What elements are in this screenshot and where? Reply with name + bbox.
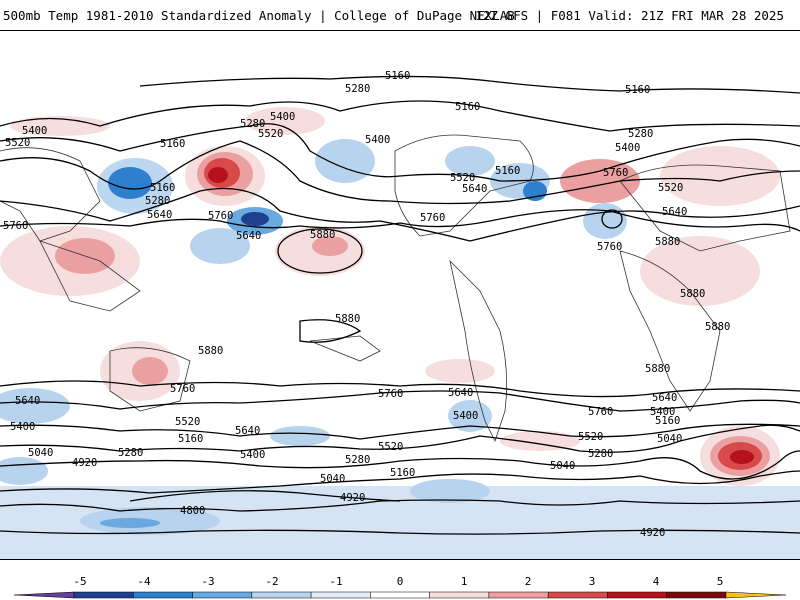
contour-label: 4920 bbox=[640, 527, 665, 539]
colorbar-tick-label: 2 bbox=[525, 575, 532, 588]
colorbar-tick-label: -1 bbox=[329, 575, 342, 588]
colorbar-tick-label: 0 bbox=[397, 575, 404, 588]
contour-label: 5400 bbox=[22, 125, 47, 137]
contour-label: 5760 bbox=[378, 388, 403, 400]
contour-label: 5160 bbox=[455, 101, 480, 113]
header: 500mb Temp 1981-2010 Standardized Anomal… bbox=[0, 0, 800, 30]
contour-label: 5400 bbox=[453, 410, 478, 422]
colorbar-tick-label: 4 bbox=[653, 575, 660, 588]
contour-label: 4920 bbox=[72, 457, 97, 469]
colorbar-swatch bbox=[13, 591, 75, 599]
contour-label: 5400 bbox=[650, 406, 675, 418]
colorbar-swatch bbox=[310, 591, 371, 599]
contour-label: 5520 bbox=[658, 182, 683, 194]
contour-label: 5280 bbox=[145, 195, 170, 207]
colorbar-tick-label: -2 bbox=[265, 575, 278, 588]
contour-label: 5640 bbox=[652, 392, 677, 404]
contour-label: 5520 bbox=[5, 137, 30, 149]
contour-label: 5520 bbox=[578, 431, 603, 443]
contour-label: 5280 bbox=[628, 128, 653, 140]
contour-label: 4800 bbox=[180, 505, 205, 517]
contour-label: 5880 bbox=[310, 229, 335, 241]
contour-label: 5760 bbox=[170, 383, 195, 395]
colorbar-swatch bbox=[666, 591, 727, 599]
contour-label: 5880 bbox=[645, 363, 670, 375]
contour-label: 5760 bbox=[208, 210, 233, 222]
colorbar-tick-label: -5 bbox=[73, 575, 86, 588]
contour-label: 5400 bbox=[10, 421, 35, 433]
colorbar-swatch bbox=[547, 591, 608, 599]
contour-label: 5640 bbox=[15, 395, 40, 407]
colorbar-swatch bbox=[488, 591, 549, 599]
height-contours bbox=[0, 75, 800, 535]
colorbar-svg: -5 -4 -3 -2 -1 0 1 2 3 4 5 bbox=[13, 575, 787, 599]
map-title: 500mb Temp 1981-2010 Standardized Anomal… bbox=[3, 8, 515, 23]
colorbar: -5 -4 -3 -2 -1 0 1 2 3 4 5 bbox=[0, 570, 800, 600]
colorbar-tick-label: -3 bbox=[201, 575, 214, 588]
contour-label: 5040 bbox=[320, 473, 345, 485]
contour-label: 5160 bbox=[160, 138, 185, 150]
colorbar-tick-label: -4 bbox=[137, 575, 151, 588]
contour-label: 5640 bbox=[147, 209, 172, 221]
contour-label: 5160 bbox=[655, 415, 680, 427]
contour-label: 5280 bbox=[588, 448, 613, 460]
contour-label: 5760 bbox=[603, 167, 628, 179]
contour-label: 5760 bbox=[588, 406, 613, 418]
colorbar-swatch bbox=[370, 591, 430, 599]
colorbar-swatch bbox=[429, 591, 490, 599]
contour-label: 5640 bbox=[448, 387, 473, 399]
contour-label: 5640 bbox=[462, 183, 487, 195]
contour-label: 5880 bbox=[198, 345, 223, 357]
colorbar-swatch bbox=[73, 591, 134, 599]
contour-label: 5160 bbox=[150, 182, 175, 194]
colorbar-tick-label: 5 bbox=[717, 575, 724, 588]
colorbar-swatch bbox=[192, 591, 253, 599]
contour-label: 5880 bbox=[335, 313, 360, 325]
contour-label: 5160 bbox=[625, 84, 650, 96]
contour-label: 5280 bbox=[118, 447, 143, 459]
contour-label: 5160 bbox=[495, 165, 520, 177]
contour-label: 5640 bbox=[235, 425, 260, 437]
contour-label: 5160 bbox=[390, 467, 415, 479]
contour-label: 5160 bbox=[385, 70, 410, 82]
contour-label: 5520 bbox=[450, 172, 475, 184]
colorbar-swatch bbox=[607, 591, 667, 599]
contour-label: 5400 bbox=[240, 449, 265, 461]
contour-label: 5040 bbox=[28, 447, 53, 459]
map-panel[interactable]: 5160 5160 5160 5160 5160 5160 5160 5160 … bbox=[0, 30, 800, 560]
contour-label: 5880 bbox=[705, 321, 730, 333]
contour-label: 5520 bbox=[175, 416, 200, 428]
contour-label: 5160 bbox=[178, 433, 203, 445]
colorbar-ticks: -5 -4 -3 -2 -1 0 1 2 3 4 5 bbox=[73, 575, 723, 588]
contour-label: 5760 bbox=[3, 220, 28, 232]
colorbar-tick-label: 1 bbox=[461, 575, 468, 588]
contour-label: 4920 bbox=[340, 492, 365, 504]
colorbar-swatch bbox=[251, 591, 312, 599]
colorbar-swatches bbox=[13, 591, 787, 599]
contour-label: 5520 bbox=[378, 441, 403, 453]
colorbar-swatch bbox=[725, 591, 787, 599]
contour-label: 5400 bbox=[270, 111, 295, 123]
contour-label: 5280 bbox=[240, 118, 265, 130]
warm-anomalies bbox=[0, 107, 780, 486]
contour-label: 5640 bbox=[662, 206, 687, 218]
contour-label: 5880 bbox=[680, 288, 705, 300]
contour-label: 5880 bbox=[655, 236, 680, 248]
contour-label: 5760 bbox=[597, 241, 622, 253]
contour-label-group: 5160 5160 5160 5160 5160 5160 5160 5160 … bbox=[3, 70, 730, 539]
contour-label: 5280 bbox=[345, 454, 370, 466]
contour-label: 5280 bbox=[345, 83, 370, 95]
anomaly-map: 5160 5160 5160 5160 5160 5160 5160 5160 … bbox=[0, 70, 800, 559]
contour-label: 5760 bbox=[420, 212, 445, 224]
cold-anomalies bbox=[0, 139, 800, 559]
contour-label: 5400 bbox=[365, 134, 390, 146]
contour-label: 5040 bbox=[550, 460, 575, 472]
run-info: 12Z GFS | F081 Valid: 21Z FRI MAR 28 202… bbox=[475, 8, 784, 23]
contour-label: 5040 bbox=[657, 433, 682, 445]
contour-label: 5640 bbox=[236, 230, 261, 242]
contour-label: 5400 bbox=[615, 142, 640, 154]
colorbar-swatch bbox=[133, 591, 193, 599]
colorbar-tick-label: 3 bbox=[589, 575, 596, 588]
contour-label: 5520 bbox=[258, 128, 283, 140]
